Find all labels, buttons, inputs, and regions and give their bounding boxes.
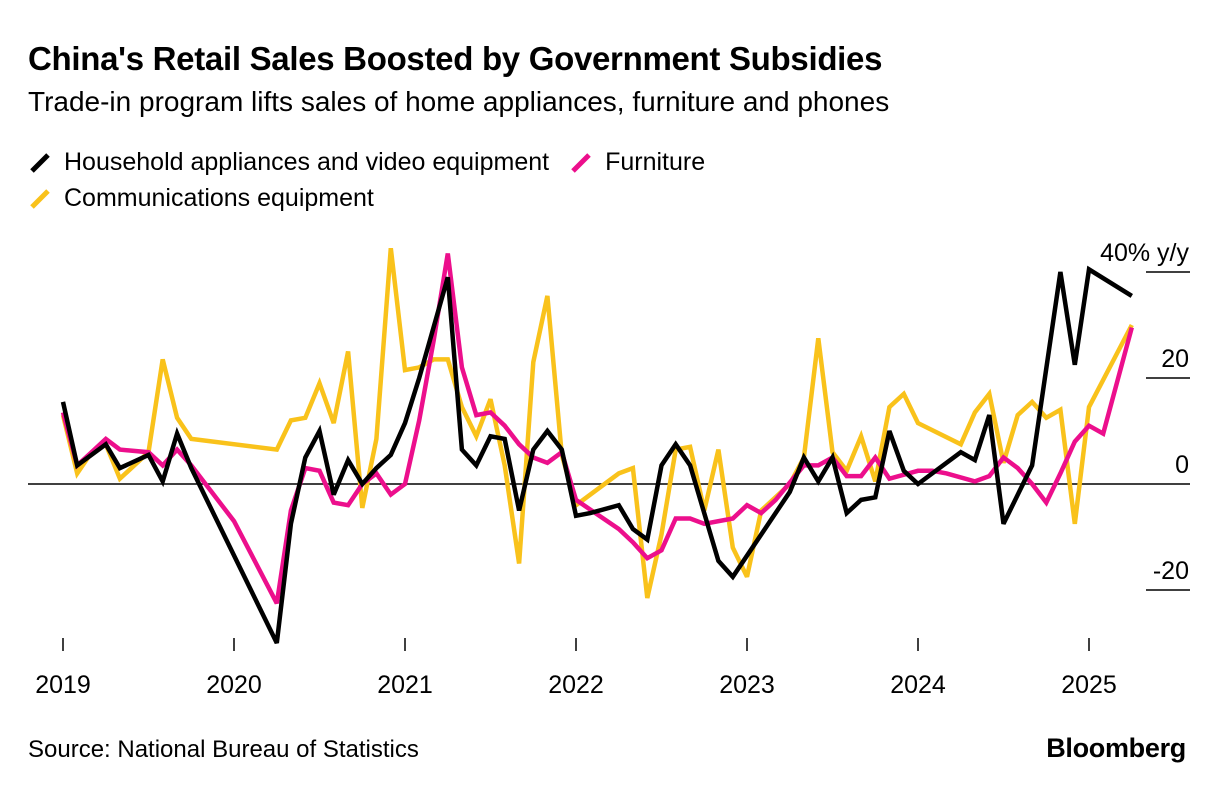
legend-swatch-communications (30, 189, 50, 209)
series-line-furniture (60, 253, 1134, 605)
bloomberg-logo: Bloomberg (1046, 733, 1186, 763)
legend-label-furniture: Furniture (605, 147, 706, 176)
legend-label-communications: Communications equipment (64, 183, 374, 212)
series-layer (60, 247, 1134, 644)
x-tick-label: 2021 (377, 671, 433, 699)
y-tick-label: 40% y/y (1100, 239, 1189, 267)
series-line-household-appliances (60, 265, 1133, 644)
legend: Household appliances and video equipment… (28, 144, 725, 216)
y-tick-label: -20 (1153, 557, 1189, 585)
x-tick-label: 2022 (548, 671, 604, 699)
legend-label-household-appliances: Household appliances and video equipment (64, 147, 550, 176)
x-tick-label: 2024 (890, 671, 946, 699)
legend-item-household-appliances: Household appliances and video equipment (28, 148, 549, 177)
chart-title: China's Retail Sales Boosted by Governme… (28, 40, 883, 77)
legend-item-furniture: Furniture (569, 148, 705, 177)
y-tick-label: 0 (1175, 451, 1189, 479)
legend-swatch-household-appliances (30, 153, 50, 173)
legend-item-communications: Communications equipment (28, 184, 374, 213)
x-tick-label: 2019 (35, 671, 91, 699)
series-line-communications (60, 247, 1134, 599)
y-tick-label: 20 (1161, 345, 1189, 373)
chart-subtitle: Trade-in program lifts sales of home app… (28, 86, 890, 117)
x-tick-label: 2020 (206, 671, 262, 699)
source-note: Source: National Bureau of Statistics (28, 736, 419, 763)
x-tick-label: 2025 (1061, 671, 1117, 699)
x-tick-label: 2023 (719, 671, 775, 699)
legend-swatch-furniture (571, 153, 591, 173)
x-axis: 2019 2020 2021 2022 2023 2024 2025 (35, 638, 1117, 699)
